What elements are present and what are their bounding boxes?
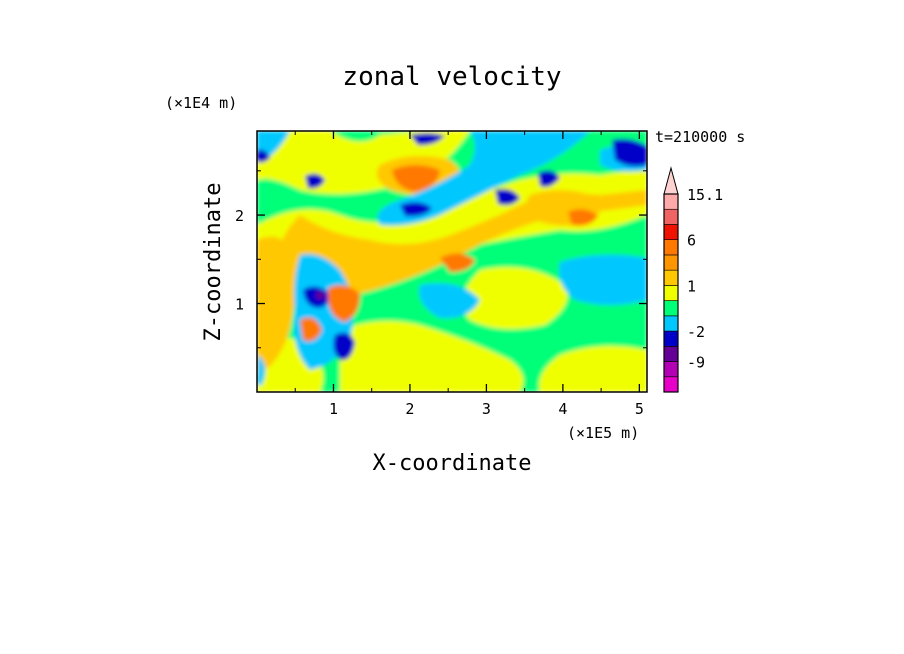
colorbar: 15.1 6 1 -2 -9 [663, 166, 723, 393]
colorbar-level [663, 315, 679, 332]
contour-blue-core-20 [400, 202, 432, 217]
colorbar-label: -2 [687, 323, 705, 341]
contour-yellow-band-2 [462, 267, 568, 329]
y-tick-label: 2 [235, 207, 244, 225]
colorbar-level [663, 208, 679, 225]
contour-cyan-band-11 [377, 131, 590, 226]
colorbar-level [663, 330, 679, 347]
time-label: t=210000 s [655, 128, 745, 146]
x-tick-label: 4 [558, 400, 567, 418]
contour-blue-core-18 [333, 332, 355, 361]
x-tick-label: 5 [635, 400, 644, 418]
contour-orange-band-9 [257, 236, 296, 370]
colorbar-extend-arrow [663, 166, 679, 195]
x-axis: 1 2 3 4 5 [294, 131, 644, 418]
contour-orange-band-6 [279, 190, 647, 300]
colorbar-level [663, 346, 679, 362]
contour-red-core-29 [568, 209, 598, 226]
contour-blue-core-22 [538, 170, 560, 187]
contour-yellow-band-4 [340, 321, 524, 392]
x-axis-label: X-coordinate [373, 451, 532, 476]
plot-frame [256, 130, 648, 393]
y-unit-label: (×1E4 m) [165, 94, 237, 112]
contour-cyan-band-13 [559, 254, 647, 305]
plot-area [257, 131, 647, 392]
colorbar-label: 15.1 [687, 186, 723, 204]
colorbar-label: 6 [687, 232, 696, 250]
chart-title: zonal velocity [342, 62, 561, 92]
contour-blue-core-21 [495, 189, 520, 206]
colorbar-frame [663, 193, 679, 393]
y-axis-label: Z-coordinate [201, 183, 226, 342]
contour-blue-core-19 [305, 173, 325, 189]
contour-yellow-band-5 [539, 346, 647, 392]
colorbar-label: 1 [687, 277, 696, 295]
contour-cyan-band-14 [419, 283, 480, 319]
contour-cyan-band-16 [257, 355, 266, 385]
x-tick-label: 2 [405, 400, 414, 418]
y-tick-label: 1 [235, 296, 244, 314]
colorbar-level [663, 239, 679, 256]
contour-blue-core-24 [410, 133, 445, 146]
contour-red-core-26 [328, 285, 360, 322]
contour-blue-core-23 [612, 138, 647, 167]
colorbar-level [663, 285, 679, 301]
colorbar-level [663, 376, 679, 393]
contour-red-core-30 [300, 317, 322, 342]
colorbar-level [663, 224, 679, 240]
x-tick-label: 1 [329, 400, 338, 418]
colorbar-level [663, 361, 679, 378]
contour-red-core-27 [392, 165, 440, 192]
contour-blue-core-25 [257, 149, 270, 163]
colorbar-label: -9 [687, 354, 705, 372]
contour-red-core-28 [440, 253, 475, 272]
y-axis: 12 [235, 170, 647, 349]
x-tick-label: 3 [482, 400, 491, 418]
colorbar-level [663, 193, 679, 210]
x-unit-label: (×1E5 m) [567, 424, 639, 442]
colorbar-level [663, 254, 679, 271]
colorbar-level [663, 269, 679, 286]
colorbar-level [663, 300, 679, 317]
contour-purple-core-31 [316, 291, 326, 300]
